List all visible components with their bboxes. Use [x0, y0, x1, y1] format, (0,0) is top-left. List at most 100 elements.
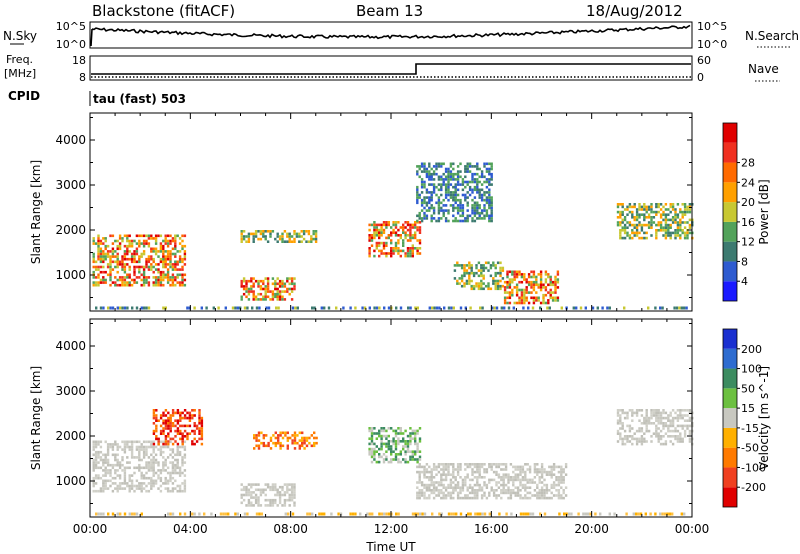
echo-cell [650, 210, 653, 214]
echo-cell [657, 414, 660, 417]
echo-cell [140, 283, 143, 287]
echo-cell [277, 439, 280, 442]
echo-cell [97, 443, 100, 446]
freq-tick-bottom: 8 [79, 71, 86, 84]
echo-cell [659, 442, 663, 446]
echo-cell [468, 463, 472, 466]
echo-cell [514, 473, 517, 476]
echo-cell [539, 278, 543, 281]
echo-cell [250, 496, 253, 499]
echo-cell [133, 268, 136, 271]
echo-cell [631, 210, 634, 214]
echo-cell [635, 234, 639, 237]
echo-cell [314, 230, 318, 233]
echo-cell [116, 265, 119, 269]
echo-cell [432, 217, 436, 220]
echo-cell [496, 282, 500, 285]
echo-cell [252, 285, 255, 288]
echo-cell [458, 264, 461, 267]
echo-cell [562, 470, 565, 474]
echo-cell [243, 306, 247, 310]
echo-cell [397, 239, 400, 242]
echo-cell [416, 196, 419, 199]
echo-cell [456, 219, 460, 223]
echo-cell [626, 424, 629, 428]
echo-cell [171, 448, 175, 451]
echo-cell [562, 481, 565, 484]
echo-cell [406, 239, 410, 242]
echo-cell [674, 437, 677, 441]
echo-cell [497, 494, 501, 497]
echo-cell [464, 196, 467, 199]
echo-cell [286, 235, 289, 238]
echo-cell [174, 479, 177, 483]
echo-cell [373, 458, 376, 461]
echo-cell [295, 235, 299, 238]
echo-cell [383, 512, 386, 516]
echo-cell [385, 434, 388, 438]
echo-cell [545, 470, 549, 474]
freq-unit-label: [MHz] [4, 67, 36, 80]
echo-cell [488, 494, 491, 497]
echo-cell [440, 162, 443, 166]
echo-cell [513, 286, 516, 289]
echo-cell [178, 250, 182, 253]
echo-cell [645, 409, 648, 412]
echo-cell [552, 463, 556, 466]
echo-cell [428, 486, 431, 489]
echo-cell [442, 473, 445, 476]
echo-cell [480, 271, 483, 275]
echo-cell [399, 453, 402, 456]
echo-cell [657, 229, 660, 232]
echo-cell [397, 241, 400, 245]
echo-cell [291, 512, 295, 516]
echo-cell [489, 264, 493, 267]
echo-cell [435, 494, 438, 497]
echo-cell [92, 461, 95, 464]
echo-cell [683, 208, 687, 211]
echo-cell [186, 306, 189, 310]
echo-cell [471, 468, 474, 471]
echo-cell [488, 512, 491, 516]
echo-cell [530, 296, 533, 300]
echo-cell [411, 249, 414, 253]
echo-cell [102, 257, 105, 261]
echo-cell [449, 481, 453, 484]
echo-cell [635, 409, 639, 412]
echo-cell [307, 240, 311, 243]
echo-cell [147, 445, 151, 449]
echo-cell [432, 465, 436, 469]
echo-cell [104, 469, 107, 472]
echo-cell [669, 223, 672, 227]
echo-cell [176, 281, 179, 284]
echo-cell [466, 204, 469, 207]
echo-cell [94, 476, 98, 480]
echo-cell [442, 209, 445, 212]
echo-cell [286, 498, 289, 502]
echo-cell [140, 255, 143, 258]
echo-cell [380, 512, 383, 516]
echo-cell [507, 496, 510, 500]
echo-cell [162, 463, 165, 467]
echo-cell [657, 440, 660, 443]
echo-cell [473, 204, 477, 207]
echo-cell [147, 440, 151, 444]
echo-cell [278, 292, 282, 296]
echo-cell [420, 198, 424, 202]
echo-cell [242, 279, 246, 283]
echo-cell [508, 293, 512, 297]
echo-cell [528, 496, 532, 500]
echo-cell [126, 440, 129, 444]
echo-cell [278, 496, 282, 499]
echo-cell [118, 242, 122, 245]
echo-cell [116, 244, 119, 248]
echo-cell [114, 487, 117, 490]
echo-cell [159, 278, 163, 282]
echo-cell [545, 486, 549, 489]
echo-cell [476, 204, 479, 207]
echo-cell [147, 234, 151, 238]
echo-cell [480, 494, 484, 497]
echo-cell [435, 481, 438, 484]
echo-cell [669, 422, 672, 425]
echo-cell [276, 232, 279, 236]
